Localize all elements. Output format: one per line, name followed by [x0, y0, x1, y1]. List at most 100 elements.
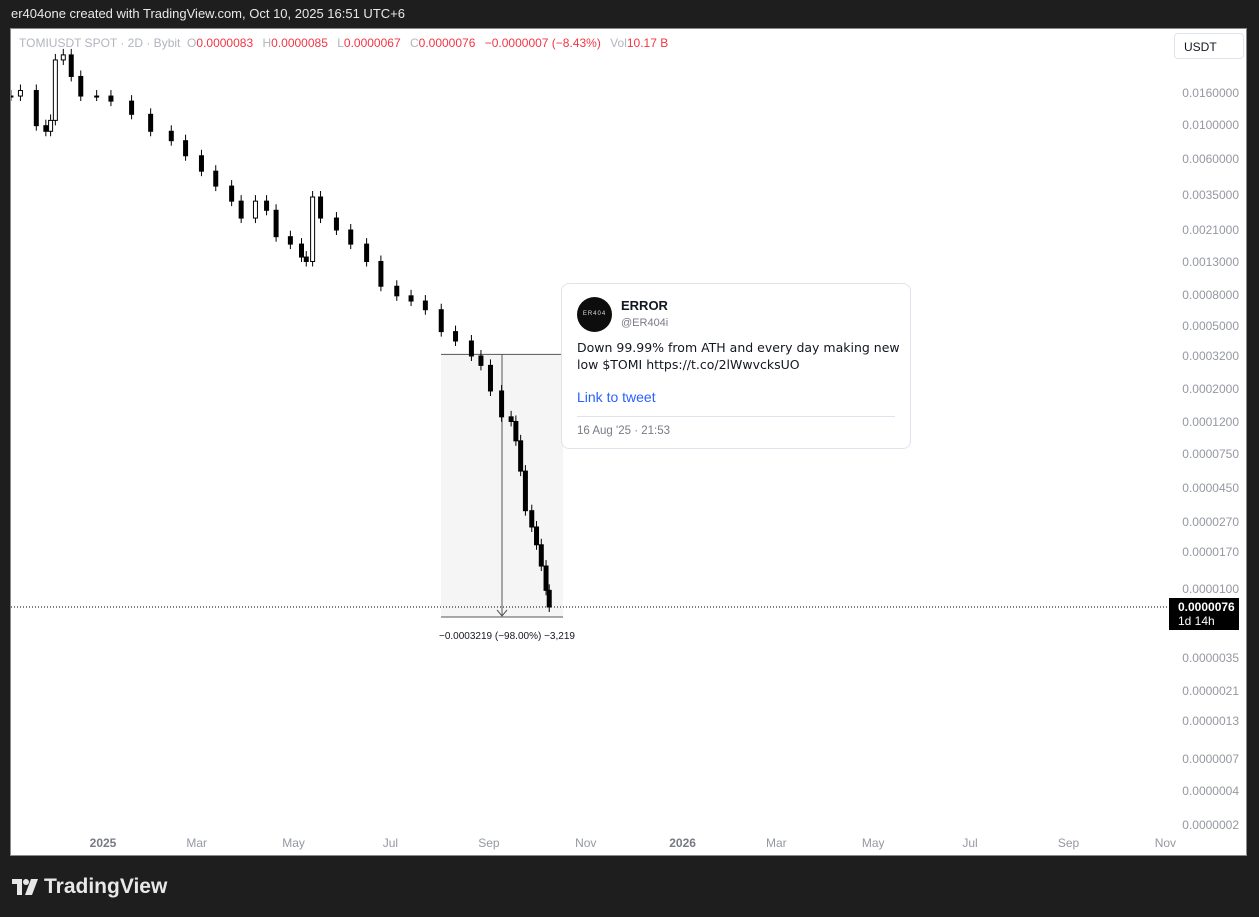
- tweet-link[interactable]: Link to tweet: [577, 389, 656, 405]
- candle-body: [408, 295, 414, 302]
- candle-body: [198, 155, 204, 172]
- time-tick: Nov: [575, 836, 597, 850]
- currency-button[interactable]: USDT: [1174, 33, 1244, 59]
- price-tick: 0.0003200: [1182, 349, 1239, 363]
- price-tick: 0.0160000: [1182, 86, 1239, 100]
- bar-countdown: 1d 14h: [1178, 614, 1215, 628]
- price-tick: 0.0000170: [1182, 545, 1239, 559]
- candle-body: [299, 243, 304, 258]
- candle-body: [508, 416, 514, 422]
- candle-body: [438, 309, 444, 333]
- price-tick: 0.0008000: [1182, 288, 1239, 302]
- candle-body: [264, 200, 270, 211]
- time-tick: 2025: [89, 836, 117, 850]
- tweet-author-handle: @ER404i: [621, 317, 669, 329]
- candle-body: [538, 544, 544, 567]
- close-value: 0.0000076: [418, 36, 476, 50]
- measure-arrow-head: [496, 609, 508, 617]
- candle-body: [333, 217, 339, 231]
- candle-body: [43, 125, 49, 132]
- price-tick: 0.0000035: [1182, 651, 1239, 665]
- candle-body: [17, 89, 23, 97]
- price-tick: 0.0000002: [1182, 818, 1239, 832]
- price-tick: 0.0000013: [1182, 714, 1239, 728]
- time-tick: May: [282, 836, 305, 850]
- change-value: −0.0000007 (−8.43%): [484, 36, 601, 50]
- candle-body: [513, 420, 519, 442]
- price-tick: 0.0000021: [1182, 684, 1239, 698]
- high-value: 0.0000085: [271, 36, 328, 50]
- candle-body: [108, 95, 114, 102]
- candle-body: [129, 100, 135, 115]
- candle-body: [422, 300, 428, 311]
- price-tick: 0.0005000: [1182, 319, 1239, 333]
- candle-body: [543, 565, 549, 591]
- tweet-date: 16 Aug '25 · 21:53: [577, 425, 670, 437]
- candle-body: [94, 95, 100, 98]
- candle-body: [364, 243, 370, 262]
- time-tick: 2026: [669, 836, 696, 850]
- candle-body: [229, 185, 235, 202]
- candle-body: [348, 229, 354, 245]
- candle-body: [68, 54, 74, 77]
- candle-body: [168, 130, 174, 142]
- time-tick: Mar: [186, 836, 208, 850]
- volume-label: Vol: [610, 36, 627, 50]
- price-tick: 0.0000750: [1182, 447, 1239, 461]
- price-tick: 0.0000007: [1182, 752, 1239, 766]
- candle-body: [478, 355, 484, 366]
- tradingview-logo-icon: [12, 879, 38, 895]
- candle-body: [310, 196, 316, 262]
- close-label: C: [409, 36, 419, 50]
- time-tick: Nov: [1154, 836, 1177, 850]
- candle-body: [11, 95, 14, 98]
- open-label: O: [187, 36, 197, 50]
- tweet-card: ER404 ERROR @ER404i Down 99.99% from ATH…: [561, 283, 911, 449]
- price-tick: 0.0060000: [1182, 152, 1239, 166]
- price-tick: 0.0013000: [1182, 255, 1239, 269]
- candle-body: [546, 589, 552, 608]
- time-tick: Sep: [478, 836, 500, 850]
- candle-body: [183, 140, 189, 157]
- tradingview-logo[interactable]: TradingView: [12, 875, 167, 899]
- candle-body: [48, 119, 54, 132]
- candle-body: [453, 331, 459, 342]
- last-price-label: 0.0000076 1d 14h: [1169, 598, 1239, 630]
- time-tick: May: [861, 836, 885, 850]
- price-tick: 0.0000004: [1182, 784, 1239, 798]
- tweet-avatar: ER404: [577, 297, 612, 332]
- symbol-info[interactable]: TOMIUSDT SPOT · 2D · Bybit: [19, 36, 181, 50]
- candle-body: [33, 89, 39, 127]
- low-value: 0.0000067: [343, 36, 401, 50]
- brand-name: TradingView: [44, 875, 168, 898]
- chart-panel[interactable]: TOMIUSDT SPOT · 2D · Bybit O0.0000083 H0…: [10, 28, 1247, 856]
- high-label: H: [262, 36, 272, 50]
- candle-body: [378, 260, 384, 287]
- last-price: 0.0000076: [1178, 600, 1235, 614]
- candle-body: [303, 256, 309, 262]
- price-tick: 0.0035000: [1182, 188, 1239, 202]
- time-tick: Jul: [962, 836, 978, 850]
- candle-body: [522, 470, 528, 512]
- time-tick: Mar: [765, 836, 787, 850]
- candle-body: [499, 390, 505, 418]
- tweet-author-name: ERROR: [621, 298, 668, 313]
- candle-body: [534, 526, 540, 546]
- candle-body: [287, 236, 293, 245]
- price-tick: 0.0021000: [1182, 223, 1239, 237]
- candle-body: [52, 59, 58, 121]
- candle-body: [487, 364, 493, 392]
- candle-body: [468, 340, 474, 357]
- tweet-divider: [577, 416, 895, 417]
- candle-body: [148, 113, 154, 132]
- candle-body: [394, 285, 400, 297]
- chart-caption: er404one created with TradingView.com, O…: [11, 6, 405, 21]
- tweet-text: Down 99.99% from ATH and every day makin…: [577, 340, 900, 372]
- candle-body: [518, 440, 524, 472]
- price-tick: 0.0000270: [1182, 515, 1239, 529]
- time-tick: Sep: [1057, 836, 1080, 850]
- ohlc-legend: TOMIUSDT SPOT · 2D · Bybit O0.0000083 H0…: [19, 36, 674, 50]
- price-chart[interactable]: [11, 29, 1247, 856]
- price-tick: 0.0100000: [1182, 118, 1239, 132]
- price-tick: 0.0002000: [1182, 382, 1239, 396]
